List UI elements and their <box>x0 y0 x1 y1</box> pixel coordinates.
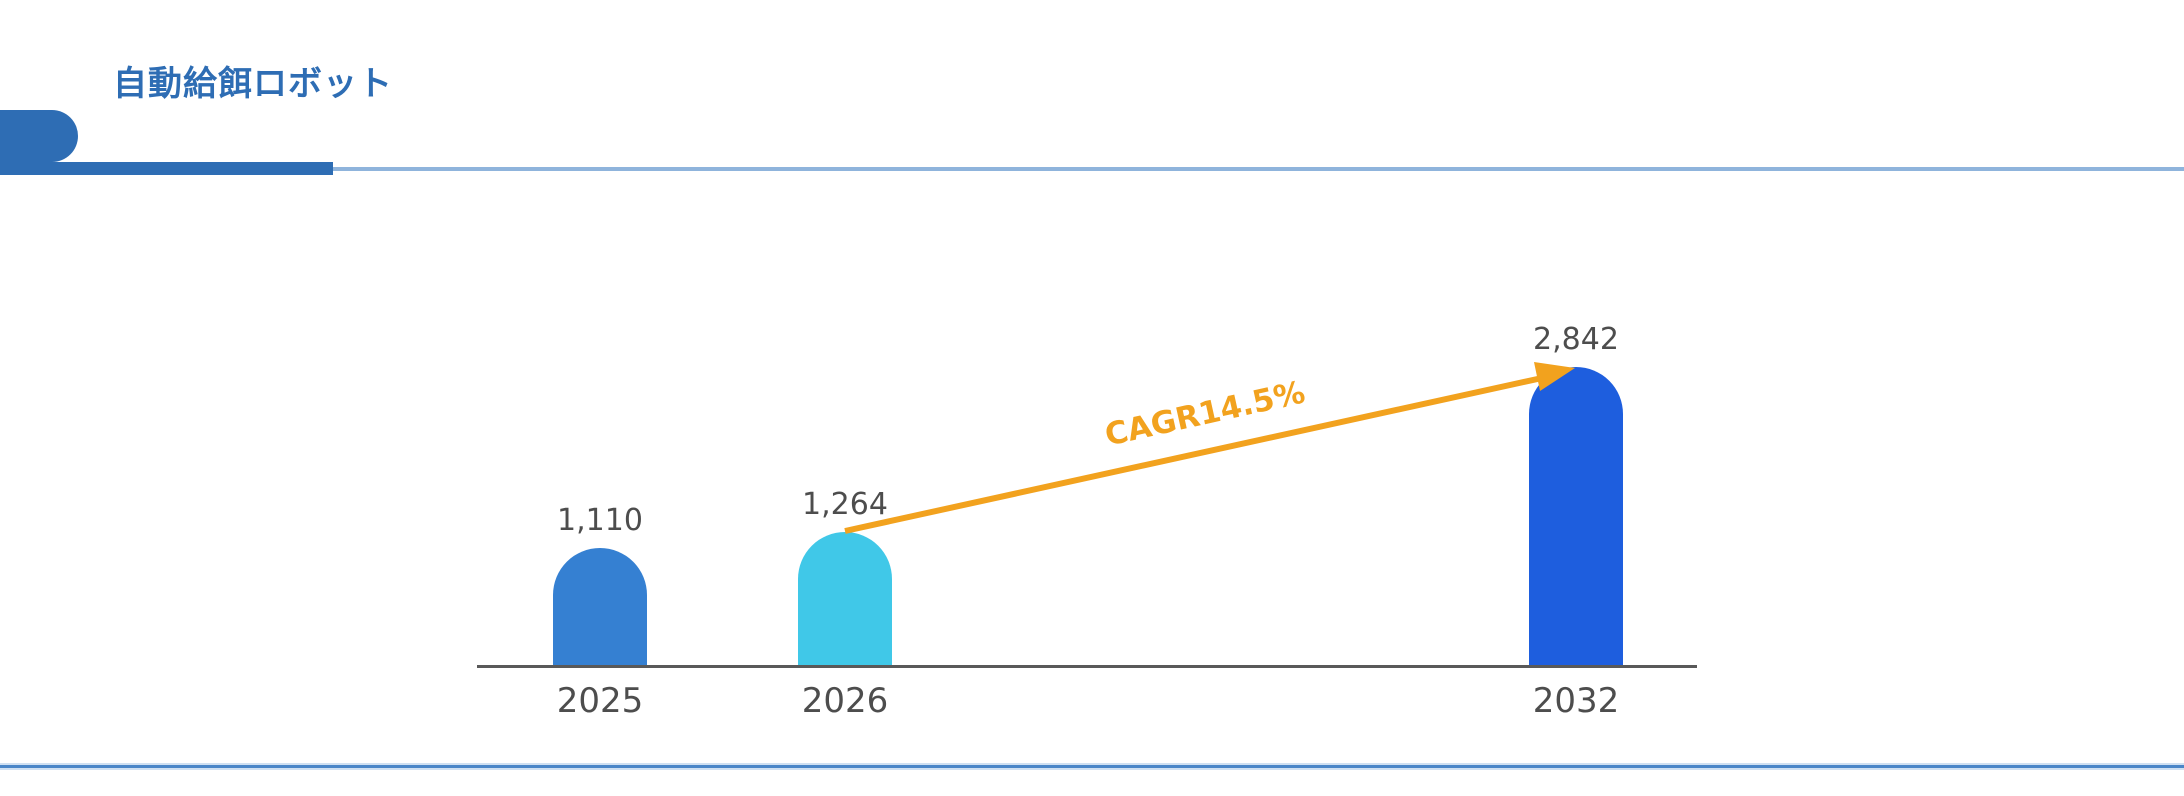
cagr-annotation: CAGR14.5% <box>1101 374 1309 454</box>
x-axis-line <box>477 665 1697 668</box>
bar-value-label-2026: 1,264 <box>802 487 888 522</box>
bar-2032 <box>1529 367 1623 665</box>
bar-2025 <box>553 548 647 665</box>
x-axis-tick-2025: 2025 <box>556 681 644 721</box>
x-axis-tick-2032: 2032 <box>1532 681 1620 721</box>
header-underline-thin <box>333 167 2184 171</box>
bar-value-label-2025: 1,110 <box>557 503 643 538</box>
bar-2026 <box>798 532 892 665</box>
header-underline-thick <box>0 162 333 175</box>
bottom-divider <box>0 763 2184 770</box>
header-accent-pill <box>0 110 78 162</box>
x-axis-tick-2026: 2026 <box>801 681 889 721</box>
page-title: 自動給餌ロボット <box>113 64 393 104</box>
bar-value-label-2032: 2,842 <box>1533 322 1619 357</box>
